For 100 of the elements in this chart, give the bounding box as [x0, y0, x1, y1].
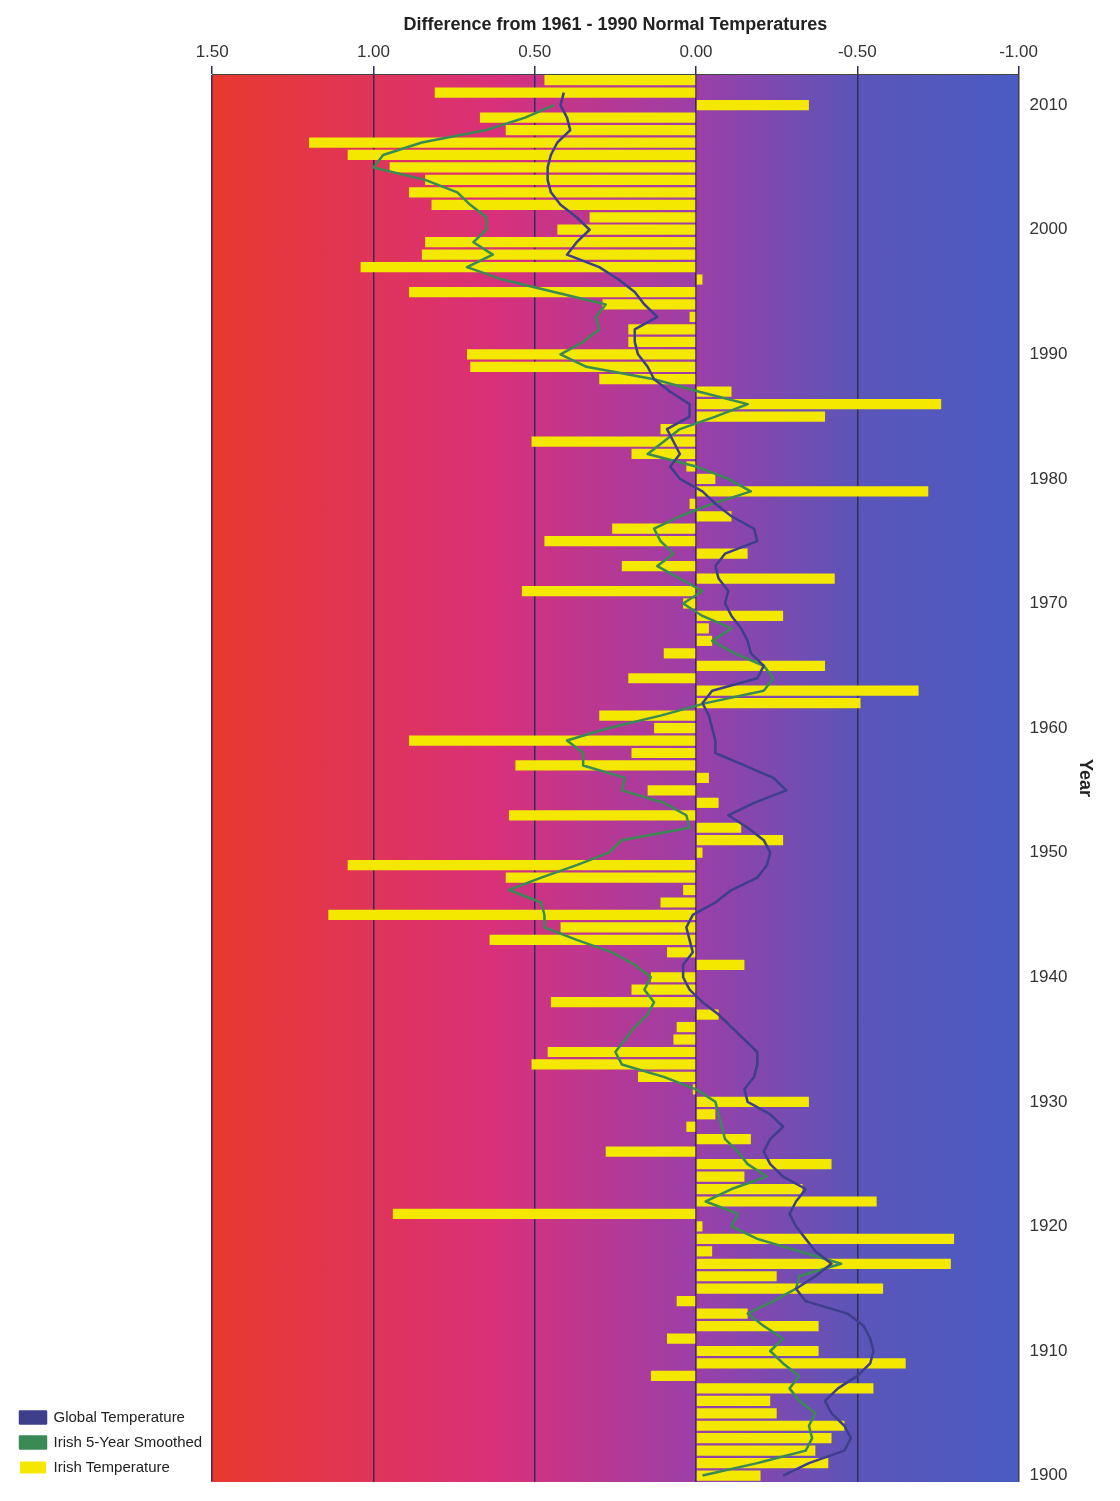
bar	[308, 137, 696, 148]
bar	[508, 810, 696, 821]
bar	[696, 959, 745, 970]
bar	[696, 797, 719, 808]
bar	[654, 722, 696, 734]
bar	[696, 100, 809, 111]
y-tick-label: 1940	[1029, 966, 1068, 986]
bar	[696, 1096, 809, 1107]
bar	[696, 1134, 751, 1145]
bar	[696, 1320, 819, 1332]
bar	[696, 698, 861, 709]
bar	[696, 1196, 877, 1207]
bar	[696, 1433, 832, 1444]
bar	[628, 673, 696, 684]
bar	[696, 1221, 703, 1232]
bar	[531, 436, 696, 447]
bar	[515, 760, 696, 771]
bar	[531, 1059, 696, 1070]
y-tick-label: 1970	[1029, 593, 1068, 613]
bar	[696, 1009, 719, 1020]
bar	[505, 872, 696, 883]
bar	[696, 1470, 761, 1481]
legend-label: Irish Temperature	[53, 1457, 170, 1475]
bar	[696, 623, 709, 634]
bar	[696, 274, 703, 285]
y-tick-label: 1910	[1029, 1340, 1068, 1360]
bar	[696, 1395, 771, 1406]
y-tick-label: 1980	[1029, 468, 1068, 488]
bar	[673, 1034, 696, 1045]
bar	[631, 747, 696, 759]
bar	[696, 1109, 716, 1120]
bar	[696, 1283, 884, 1294]
bar	[650, 1370, 696, 1382]
bar	[544, 75, 696, 86]
bar	[696, 1308, 748, 1319]
bar	[421, 249, 696, 260]
bar	[676, 1296, 696, 1307]
bar	[696, 1171, 745, 1182]
bar	[560, 922, 696, 933]
bar	[347, 860, 696, 871]
bar	[434, 87, 696, 98]
bar	[696, 1345, 819, 1357]
bar	[602, 299, 696, 310]
bar	[360, 262, 696, 273]
bar	[696, 635, 713, 646]
bar	[547, 1046, 696, 1058]
bar	[647, 785, 696, 796]
bar	[431, 199, 696, 210]
bar	[328, 909, 696, 921]
x-tick-label: 1.50	[195, 42, 229, 62]
bar	[347, 149, 696, 161]
bar	[696, 1258, 951, 1269]
bar	[696, 1408, 777, 1419]
x-tick-label: -0.50	[837, 42, 877, 62]
bar	[696, 399, 942, 410]
bar	[660, 897, 696, 908]
bar	[696, 1159, 832, 1170]
bar	[408, 286, 696, 298]
bar	[696, 573, 835, 584]
bar	[676, 1021, 696, 1033]
bar	[663, 648, 696, 659]
bar	[683, 884, 696, 896]
bar	[479, 112, 696, 123]
bar	[467, 349, 696, 360]
bar	[696, 685, 919, 696]
x-tick-label: 1.00	[356, 42, 391, 62]
bar	[605, 1146, 696, 1157]
legend-label: Irish 5-Year Smoothed	[53, 1432, 203, 1450]
bar	[470, 361, 696, 372]
y-tick-label: 2000	[1029, 219, 1068, 239]
bar	[489, 934, 696, 945]
x-tick-label: 0.00	[679, 42, 713, 62]
bar	[686, 1121, 696, 1132]
x-tick-label: -1.00	[999, 42, 1038, 62]
y-tick-label: 1960	[1029, 717, 1068, 737]
bar	[505, 124, 696, 136]
bar	[696, 822, 742, 833]
bar	[696, 511, 732, 522]
bar	[696, 1183, 803, 1195]
bar	[696, 411, 826, 422]
bar	[696, 772, 709, 784]
bar	[521, 585, 696, 597]
bar	[544, 536, 696, 547]
bar	[696, 1445, 816, 1456]
bar	[696, 1271, 777, 1282]
y-axis-title: Year	[1076, 758, 1097, 797]
x-axis-title: Difference from 1961 - 1990 Normal Temperatures	[403, 13, 828, 34]
bar	[628, 324, 696, 335]
bar	[667, 1333, 696, 1344]
bar	[408, 735, 696, 746]
y-tick-label: 1930	[1029, 1091, 1068, 1111]
bar	[589, 212, 696, 223]
bar	[557, 224, 696, 235]
bar	[650, 972, 696, 983]
x-tick-label: 0.50	[518, 42, 552, 62]
y-tick-label: 1990	[1029, 344, 1068, 363]
y-tick-label: 2010	[1029, 94, 1068, 114]
bar	[696, 835, 784, 846]
bar	[425, 237, 696, 248]
bar	[550, 997, 696, 1008]
